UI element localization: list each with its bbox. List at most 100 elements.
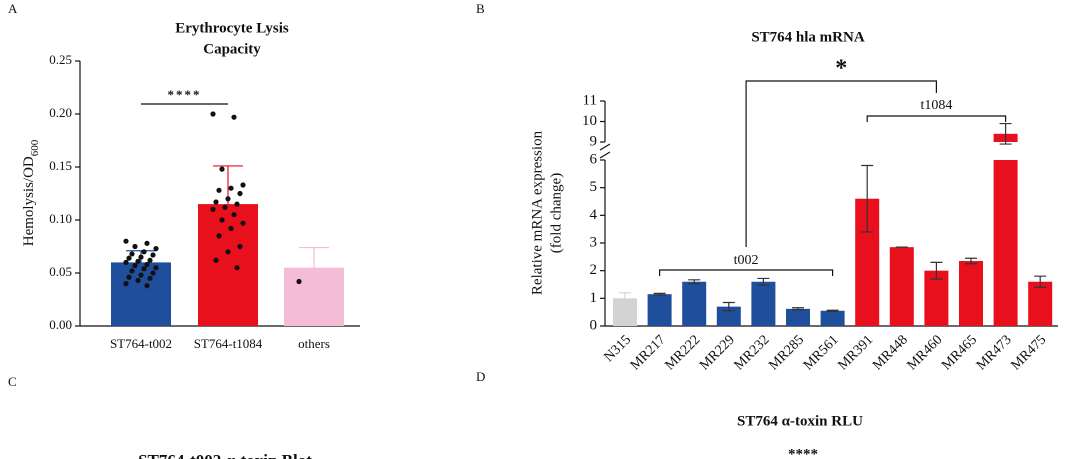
data-point (237, 190, 243, 197)
y-tick-label: 0.00 (49, 317, 72, 332)
x-tick-label: MR465 (939, 332, 980, 373)
y-axis-label: Hemolysis/OD600 (21, 139, 40, 246)
y-tick-label: 3 (590, 234, 598, 250)
error-bar (722, 301, 735, 312)
chart-title: Capacity (203, 41, 261, 57)
data-point (141, 266, 147, 272)
data-point (144, 240, 150, 246)
y-tick-label: 6 (590, 151, 598, 167)
data-point (138, 272, 144, 278)
data-point (153, 265, 159, 271)
data-point (240, 182, 246, 188)
y-tick-label: 11 (583, 92, 597, 108)
data-point (147, 257, 153, 263)
x-tick-label: MR475 (1008, 332, 1049, 373)
error-bar (1034, 275, 1047, 288)
bar (786, 308, 810, 326)
y-tick-label: 0 (590, 317, 598, 333)
y-tick-label: 0.25 (49, 52, 72, 67)
panel-label: D (476, 369, 485, 384)
data-point (210, 206, 216, 212)
x-tick-label: MR229 (697, 332, 738, 373)
data-point (210, 111, 216, 117)
y-axis-label: (fold change) (548, 173, 564, 253)
data-point (234, 265, 240, 271)
data-point (240, 220, 246, 226)
lower-title: ST764-t002 α-toxin Blot (138, 451, 312, 459)
bracket-label: t1084 (920, 98, 952, 113)
chart-title: ST764 hla mRNA (751, 29, 865, 45)
data-point (234, 201, 240, 207)
x-tick-label: ST764-t002 (110, 336, 172, 351)
bar (924, 270, 949, 326)
error-bar (999, 122, 1012, 145)
lower-annotation: **** (788, 446, 818, 459)
y-tick-label: 0.15 (49, 158, 72, 173)
error-bar (299, 246, 329, 289)
error-bar (826, 309, 839, 312)
data-point (213, 199, 219, 205)
data-point (216, 233, 222, 239)
x-tick-label: others (298, 336, 330, 351)
x-tick-label: MR473 (974, 332, 1015, 373)
error-bar (688, 279, 701, 285)
data-point (132, 243, 138, 250)
bar (751, 281, 776, 326)
bar (959, 260, 983, 326)
axis-break (599, 143, 611, 159)
bar (993, 160, 1018, 326)
bar (716, 306, 741, 326)
x-tick-label: MR222 (662, 332, 703, 373)
x-tick-label: MR232 (732, 332, 773, 373)
y-label-sub: 600 (29, 139, 41, 156)
x-tick-label: ST764-t1084 (194, 336, 263, 351)
data-point (225, 196, 231, 202)
panel-label: B (476, 1, 485, 16)
data-point (150, 270, 156, 276)
x-tick-label: MR391 (835, 332, 876, 373)
y-label-text: Hemolysis/OD (21, 156, 37, 246)
x-tick-label: MR460 (905, 332, 946, 373)
chart-title: Erythrocyte Lysis (175, 20, 289, 36)
data-point (219, 166, 225, 172)
data-point (219, 217, 225, 223)
bar (889, 247, 914, 326)
data-point (296, 278, 302, 285)
data-point (231, 114, 237, 120)
y-tick-label: 1 (590, 290, 598, 306)
data-point (225, 249, 231, 255)
data-point (129, 268, 135, 274)
data-point (213, 257, 219, 263)
data-point (216, 187, 222, 193)
data-point (123, 238, 129, 244)
y-tick-label: 9 (590, 133, 598, 149)
bracket (659, 269, 834, 276)
data-point (237, 243, 243, 250)
x-tick-label: MR561 (801, 332, 842, 373)
data-point (144, 261, 150, 268)
x-tick-label: MR285 (766, 332, 807, 373)
data-point (123, 281, 129, 287)
significance-label: **** (168, 87, 202, 102)
data-point (132, 262, 138, 269)
error-bar (861, 164, 874, 233)
data-point (222, 204, 228, 210)
x-tick-label: MR217 (628, 332, 669, 373)
lower-title: ST764 α-toxin RLU (737, 413, 863, 429)
panel-label: C (8, 374, 17, 389)
data-point (138, 254, 144, 260)
bracket (866, 115, 1007, 122)
y-tick-label: 0.10 (49, 211, 72, 226)
bar (682, 281, 707, 326)
bracket-label: t002 (734, 253, 759, 268)
error-bar (619, 292, 631, 305)
error-bar (965, 257, 977, 265)
bracket (745, 80, 937, 247)
y-tick-label: 0.20 (49, 105, 72, 120)
data-point (228, 185, 234, 191)
error-bar (653, 292, 666, 296)
data-point (150, 252, 156, 258)
error-bar (930, 261, 943, 280)
error-bar (213, 165, 243, 243)
